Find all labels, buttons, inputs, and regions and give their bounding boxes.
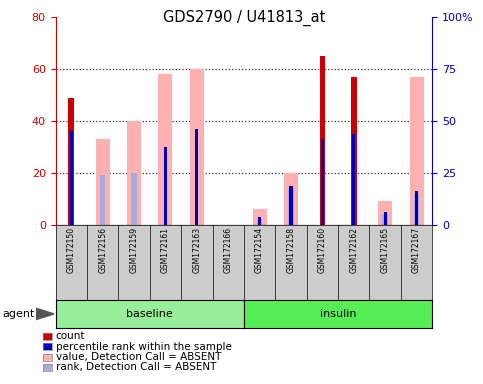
Bar — [289, 186, 293, 225]
Text: GSM172156: GSM172156 — [98, 227, 107, 273]
Bar — [257, 220, 262, 225]
Text: GSM172150: GSM172150 — [67, 227, 76, 273]
Text: GSM172165: GSM172165 — [381, 227, 390, 273]
Bar — [410, 77, 424, 225]
Text: GSM172167: GSM172167 — [412, 227, 421, 273]
Bar — [284, 173, 298, 225]
Bar — [195, 129, 199, 225]
Bar — [378, 201, 392, 225]
Bar — [415, 191, 418, 225]
Text: GSM172163: GSM172163 — [192, 227, 201, 273]
Bar — [320, 56, 325, 225]
Text: count: count — [56, 331, 85, 341]
Text: GSM172166: GSM172166 — [224, 227, 233, 273]
Text: insulin: insulin — [320, 309, 356, 319]
Bar — [383, 214, 388, 225]
Text: GSM172162: GSM172162 — [349, 227, 358, 273]
Polygon shape — [36, 308, 54, 319]
Text: baseline: baseline — [127, 309, 173, 319]
Text: percentile rank within the sample: percentile rank within the sample — [56, 342, 231, 352]
Bar — [164, 147, 167, 225]
Bar — [384, 212, 387, 225]
Bar — [69, 98, 74, 225]
Bar — [127, 121, 141, 225]
Text: GSM172159: GSM172159 — [129, 227, 139, 273]
Bar — [414, 194, 419, 225]
Bar — [352, 134, 355, 225]
Bar — [70, 131, 73, 225]
Text: GSM172160: GSM172160 — [318, 227, 327, 273]
Bar — [258, 217, 261, 225]
Text: value, Detection Call = ABSENT: value, Detection Call = ABSENT — [56, 352, 221, 362]
Bar — [158, 74, 172, 225]
Text: GDS2790 / U41813_at: GDS2790 / U41813_at — [163, 10, 325, 26]
Bar — [321, 139, 324, 225]
Bar — [351, 77, 356, 225]
Bar — [131, 173, 137, 225]
Text: agent: agent — [2, 309, 35, 319]
Text: GSM172154: GSM172154 — [255, 227, 264, 273]
Text: rank, Detection Call = ABSENT: rank, Detection Call = ABSENT — [56, 362, 216, 372]
Bar — [253, 209, 267, 225]
Text: GSM172158: GSM172158 — [286, 227, 296, 273]
Bar — [100, 175, 105, 225]
Text: GSM172161: GSM172161 — [161, 227, 170, 273]
Bar — [190, 69, 204, 225]
Bar — [96, 139, 110, 225]
Bar — [288, 189, 294, 225]
